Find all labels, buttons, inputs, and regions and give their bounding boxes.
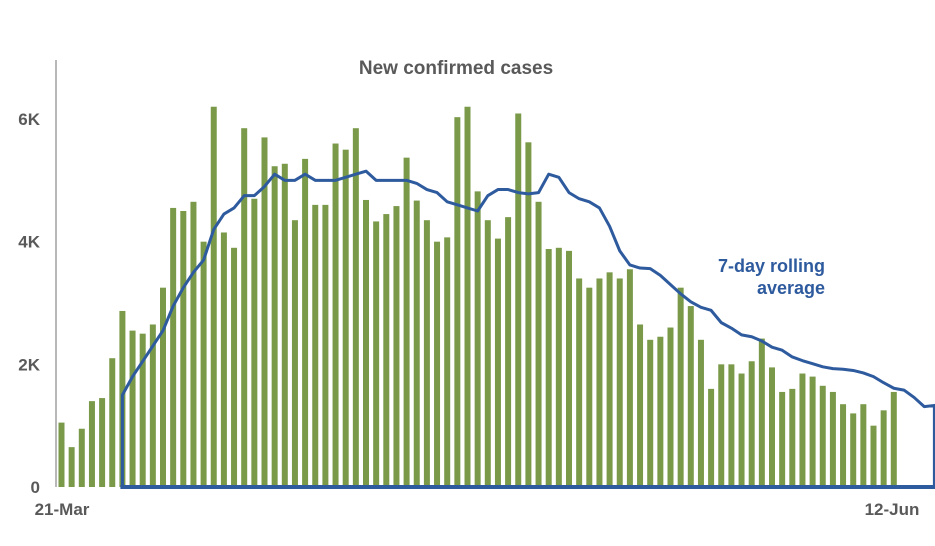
bar <box>220 232 227 487</box>
bar <box>566 250 572 487</box>
bar <box>302 158 309 487</box>
bar <box>626 269 633 487</box>
bar <box>555 247 562 487</box>
rolling-average-line <box>120 169 935 487</box>
bar <box>251 198 258 488</box>
bar <box>525 142 532 487</box>
bar <box>149 324 156 487</box>
bar <box>718 364 725 487</box>
bar <box>667 327 674 487</box>
bar <box>779 391 786 487</box>
bar <box>738 373 745 487</box>
bar <box>576 278 583 487</box>
bar <box>423 220 430 487</box>
bar <box>474 191 481 487</box>
bar <box>687 306 694 487</box>
bar <box>109 358 116 487</box>
bar <box>829 391 836 487</box>
bar <box>697 339 704 487</box>
bar <box>586 287 593 487</box>
bar <box>515 113 522 487</box>
bar <box>200 241 207 487</box>
bar <box>799 373 806 487</box>
bar <box>708 388 715 487</box>
bar <box>139 333 146 487</box>
bar <box>231 247 238 487</box>
bar <box>606 272 613 487</box>
bar <box>322 204 329 487</box>
x-tick-label-end: 12-Jun <box>865 500 920 519</box>
bar <box>535 201 542 488</box>
bar <box>180 211 187 487</box>
bar <box>880 410 887 487</box>
bar <box>78 428 85 487</box>
bar <box>494 238 501 487</box>
bar <box>850 413 857 487</box>
bar <box>616 278 623 487</box>
bar <box>840 404 847 487</box>
bar <box>434 241 441 487</box>
bar <box>342 149 349 488</box>
bar <box>170 207 177 487</box>
y-tick-label: 0 <box>31 478 40 497</box>
bar <box>271 166 278 488</box>
bar <box>484 220 491 487</box>
y-tick-label: 2K <box>18 355 40 374</box>
bar <box>312 204 319 487</box>
bar <box>637 324 644 487</box>
bar <box>190 201 197 488</box>
bar <box>332 143 339 487</box>
rolling-average-label-line1: 7-day rolling <box>718 256 825 276</box>
bar <box>647 339 654 487</box>
x-tick-label-start: 21-Mar <box>35 500 90 519</box>
bar <box>870 425 877 487</box>
bar <box>281 163 288 487</box>
bar <box>860 404 867 487</box>
bar <box>88 401 95 487</box>
bar <box>241 128 248 487</box>
bar <box>758 338 765 487</box>
bar <box>129 330 136 487</box>
bar <box>444 237 451 487</box>
bar <box>291 220 298 487</box>
bar <box>677 287 684 487</box>
bar <box>160 287 166 487</box>
bar <box>596 278 603 487</box>
bar <box>657 336 664 487</box>
bar <box>769 367 775 487</box>
chart-title: New confirmed cases <box>359 58 553 79</box>
bar <box>809 376 816 487</box>
y-tick-label: 6K <box>18 110 40 129</box>
bar <box>464 106 471 487</box>
bar <box>383 214 390 487</box>
bar <box>352 128 359 487</box>
bar <box>505 217 512 487</box>
y-axis-ticks: 0 2K 4K 6K <box>18 110 40 497</box>
bar <box>545 249 552 487</box>
bar <box>68 447 75 487</box>
bar <box>403 157 410 487</box>
bar <box>58 422 65 487</box>
bar <box>363 199 369 487</box>
bar <box>261 137 268 487</box>
bar <box>789 388 796 487</box>
bar <box>210 106 217 487</box>
bar <box>413 200 420 487</box>
y-tick-label: 4K <box>18 233 40 252</box>
bar <box>890 391 897 487</box>
bar <box>819 385 826 487</box>
bar <box>373 221 380 487</box>
bar <box>748 361 755 487</box>
bar <box>99 398 106 487</box>
bar <box>728 364 735 487</box>
rolling-average-label-line2: average <box>757 278 825 298</box>
bar <box>454 117 461 487</box>
bar-series <box>58 106 897 488</box>
bar <box>393 206 400 487</box>
